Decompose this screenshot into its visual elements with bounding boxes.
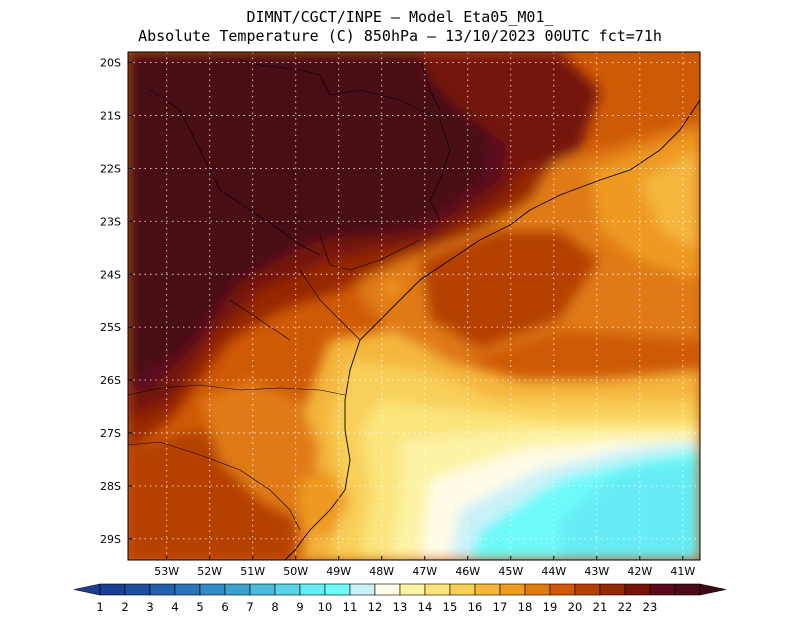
lat-label: 20S xyxy=(100,57,121,70)
colorbar-swatch xyxy=(174,583,201,596)
colorbar-swatch xyxy=(199,583,226,596)
colorbar-swatch xyxy=(649,583,676,596)
coastline xyxy=(284,99,700,560)
lon-label: 52W xyxy=(197,565,222,578)
lon-label: 41W xyxy=(670,565,695,578)
colorbar-label: 19 xyxy=(543,600,558,614)
colorbar-swatch xyxy=(474,583,501,596)
lat-label: 28S xyxy=(100,480,121,493)
latitude-labels: 20S 21S 22S 23S 24S 25S 26S 27S 28S 29S xyxy=(100,57,132,546)
colorbar-swatch xyxy=(674,583,701,596)
lon-label: 53W xyxy=(154,565,179,578)
colorbar-label: 10 xyxy=(318,600,333,614)
colorbar-swatch xyxy=(424,583,451,596)
colorbar-swatch xyxy=(599,583,626,596)
colorbar-label: 15 xyxy=(443,600,458,614)
colorbar-swatch xyxy=(524,583,551,596)
colorbar-swatch xyxy=(549,583,576,596)
colorbar-label: 20 xyxy=(568,600,583,614)
colorbar-swatch xyxy=(224,583,251,596)
colorbar-label: 14 xyxy=(418,600,433,614)
lon-label: 46W xyxy=(455,565,480,578)
colorbar-label: 1 xyxy=(96,600,103,614)
colorbar-label: 4 xyxy=(171,600,178,614)
colorbar-swatch xyxy=(99,583,126,596)
colorbar-swatch xyxy=(349,583,376,596)
lon-label: 43W xyxy=(584,565,609,578)
lon-label: 50W xyxy=(283,565,308,578)
colorbar-swatch xyxy=(449,583,476,596)
lat-label: 29S xyxy=(100,533,121,546)
colorbar-label: 2 xyxy=(121,600,128,614)
lat-label: 23S xyxy=(100,215,121,228)
lon-label: 42W xyxy=(627,565,652,578)
colorbar xyxy=(73,583,727,596)
temperature-field xyxy=(128,52,700,560)
colorbar-swatch xyxy=(574,583,601,596)
lat-label: 25S xyxy=(100,321,121,334)
colorbar-label: 7 xyxy=(246,600,253,614)
colorbar-label: 16 xyxy=(468,600,483,614)
map-frame xyxy=(127,51,701,561)
lat-label: 27S xyxy=(100,427,121,440)
colorbar-swatch xyxy=(399,583,426,596)
colorbar-label: 23 xyxy=(643,600,658,614)
colorbar-label: 9 xyxy=(296,600,303,614)
colorbar-labels: 1 2 3 4 5 6 7 8 9 10 11 12 13 14 15 16 17 18 19 20 21 22 23 xyxy=(96,600,657,614)
lat-lon-grid xyxy=(128,52,700,560)
colorbar-swatch xyxy=(124,583,151,596)
colorbar-label: 11 xyxy=(343,600,358,614)
lat-label: 21S xyxy=(100,110,121,123)
colorbar-label: 21 xyxy=(593,600,608,614)
colorbar-arrow-left xyxy=(73,583,101,596)
colorbar-swatch xyxy=(299,583,326,596)
lon-label: 48W xyxy=(369,565,394,578)
colorbar-label: 3 xyxy=(146,600,153,614)
colorbar-label: 8 xyxy=(271,600,278,614)
lon-label: 49W xyxy=(326,565,351,578)
lat-label: 22S xyxy=(100,162,121,175)
colorbar-label: 12 xyxy=(368,600,383,614)
title-line-1: DIMNT/CGCT/INPE — Model Eta05_M01_ xyxy=(246,8,554,26)
colorbar-label: 22 xyxy=(618,600,633,614)
colorbar-label: 5 xyxy=(196,600,203,614)
colorbar-swatch xyxy=(249,583,276,596)
lon-label: 47W xyxy=(412,565,437,578)
title-line-2: Absolute Temperature (C) 850hPa — 13/10/… xyxy=(138,27,662,45)
colorbar-swatch xyxy=(274,583,301,596)
longitude-labels: 53W 52W 51W 50W 49W 48W 47W 46W 45W 44W 43W 42W 41W xyxy=(154,556,695,578)
lon-label: 44W xyxy=(541,565,566,578)
colorbar-swatch xyxy=(374,583,401,596)
colorbar-swatch xyxy=(149,583,176,596)
colorbar-arrow-right xyxy=(699,583,727,596)
colorbar-swatch xyxy=(324,583,351,596)
lon-label: 51W xyxy=(240,565,265,578)
lon-label: 45W xyxy=(498,565,523,578)
colorbar-swatch xyxy=(624,583,651,596)
colorbar-label: 6 xyxy=(221,600,228,614)
colorbar-label: 18 xyxy=(518,600,533,614)
state-borders xyxy=(128,59,451,531)
colorbar-label: 17 xyxy=(493,600,508,614)
lat-label: 24S xyxy=(100,268,121,281)
lat-label: 26S xyxy=(100,374,121,387)
colorbar-swatch xyxy=(499,583,526,596)
colorbar-label: 13 xyxy=(393,600,408,614)
